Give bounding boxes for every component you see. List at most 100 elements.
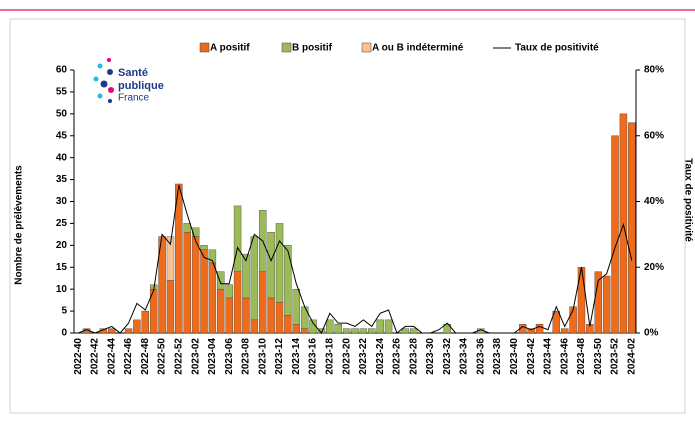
bar — [602, 275, 611, 334]
bar — [628, 122, 636, 334]
bar — [334, 324, 342, 334]
rate-line — [78, 184, 633, 334]
y2-tick-label: 0% — [644, 328, 659, 339]
bar — [300, 306, 309, 329]
x-tick-label: 2022-46 — [123, 338, 134, 375]
bar — [384, 319, 393, 334]
legend-label: A positif — [210, 43, 250, 54]
bar — [552, 310, 561, 334]
bar — [560, 328, 569, 334]
x-tick-label: 2023-10 — [257, 338, 268, 375]
bar — [233, 271, 242, 334]
bar — [342, 328, 351, 334]
x-tick-label: 2023-14 — [291, 338, 302, 375]
x-tick-label: 2023-18 — [324, 338, 335, 375]
x-tick-label: 2023-30 — [425, 338, 436, 375]
x-tick-label: 2023-52 — [610, 338, 621, 375]
bar — [183, 223, 191, 233]
bar — [133, 319, 141, 334]
legend-swatch — [199, 42, 210, 53]
y-tick-label: 60 — [56, 65, 68, 76]
bar — [200, 249, 208, 334]
bar — [376, 319, 384, 334]
x-tick-label: 2023-16 — [308, 338, 319, 375]
y-tick-label: 50 — [56, 108, 68, 119]
x-tick-label: 2022-42 — [90, 338, 101, 375]
y-tick-label: 35 — [56, 174, 68, 185]
logo: Santé publique France — [93, 58, 164, 104]
bar — [217, 271, 225, 290]
x-tick-label: 2023-48 — [576, 338, 587, 375]
bar — [108, 328, 116, 334]
y-tick-label: 0 — [61, 328, 67, 339]
bar — [242, 253, 250, 299]
x-tick-label: 2022-52 — [173, 338, 184, 375]
bar — [359, 328, 368, 334]
bar — [259, 271, 267, 334]
y2-tick-label: 40% — [644, 196, 664, 207]
x-tick-label: 2023-02 — [190, 338, 201, 375]
y2-tick-label: 80% — [644, 65, 664, 76]
legend-label: A ou B indéterminé — [372, 43, 464, 54]
x-tick-label: 2023-40 — [509, 338, 520, 375]
y-tick-label: 10 — [56, 284, 68, 295]
y2-tick-label: 20% — [644, 262, 664, 273]
x-tick-label: 2023-28 — [408, 338, 419, 375]
y2-tick-label: 60% — [644, 130, 664, 141]
bar — [351, 328, 359, 334]
frame — [9, 18, 686, 414]
x-tick-label: 2023-24 — [375, 338, 386, 375]
x-tick-label: 2023-38 — [492, 338, 503, 375]
bar — [208, 262, 217, 334]
y2-axis-title: Taux de positivité — [682, 158, 693, 242]
y-tick-label: 25 — [56, 218, 68, 229]
bar — [284, 245, 292, 316]
x-tick-label: 2023-34 — [459, 338, 470, 375]
bar — [535, 324, 544, 334]
x-tick-label: 2023-22 — [358, 338, 369, 375]
bar — [292, 324, 301, 334]
bar — [309, 319, 317, 334]
bar — [292, 288, 301, 325]
bar — [200, 245, 208, 250]
logo-text: France — [118, 93, 150, 104]
logo-text: Santé — [118, 67, 148, 79]
bar — [191, 236, 200, 334]
y-tick-label: 5 — [61, 306, 67, 317]
bar — [175, 183, 183, 334]
bar — [267, 231, 275, 299]
logo-text: publique — [118, 80, 164, 92]
x-tick-label: 2023-04 — [207, 338, 218, 375]
bar — [284, 315, 292, 334]
bar — [401, 328, 410, 334]
bar — [300, 328, 309, 334]
x-tick-label: 2023-06 — [224, 338, 235, 375]
bar — [275, 223, 284, 303]
x-tick-label: 2023-42 — [526, 338, 537, 375]
legend-swatch — [281, 42, 292, 53]
bar — [577, 267, 586, 334]
bar — [233, 205, 242, 272]
x-tick-label: 2023-26 — [392, 338, 403, 375]
y-tick-label: 45 — [56, 130, 68, 141]
y-tick-label: 20 — [56, 240, 68, 251]
bar — [267, 297, 275, 334]
legend-swatch — [361, 42, 372, 53]
bar — [611, 135, 619, 334]
bar — [166, 280, 175, 334]
bar — [569, 306, 577, 334]
bar — [141, 310, 150, 334]
bar — [275, 302, 284, 334]
x-tick-label: 2022-44 — [106, 338, 117, 375]
bar — [326, 319, 334, 334]
y-tick-label: 40 — [56, 152, 68, 163]
bar — [409, 328, 418, 334]
bar — [242, 297, 250, 334]
bar — [368, 328, 376, 334]
legend-label: Taux de positivité — [515, 43, 599, 54]
bar — [191, 227, 200, 237]
x-tick-label: 2022-40 — [73, 338, 84, 375]
bar — [250, 319, 259, 334]
x-tick-label: 2022-48 — [140, 338, 151, 375]
